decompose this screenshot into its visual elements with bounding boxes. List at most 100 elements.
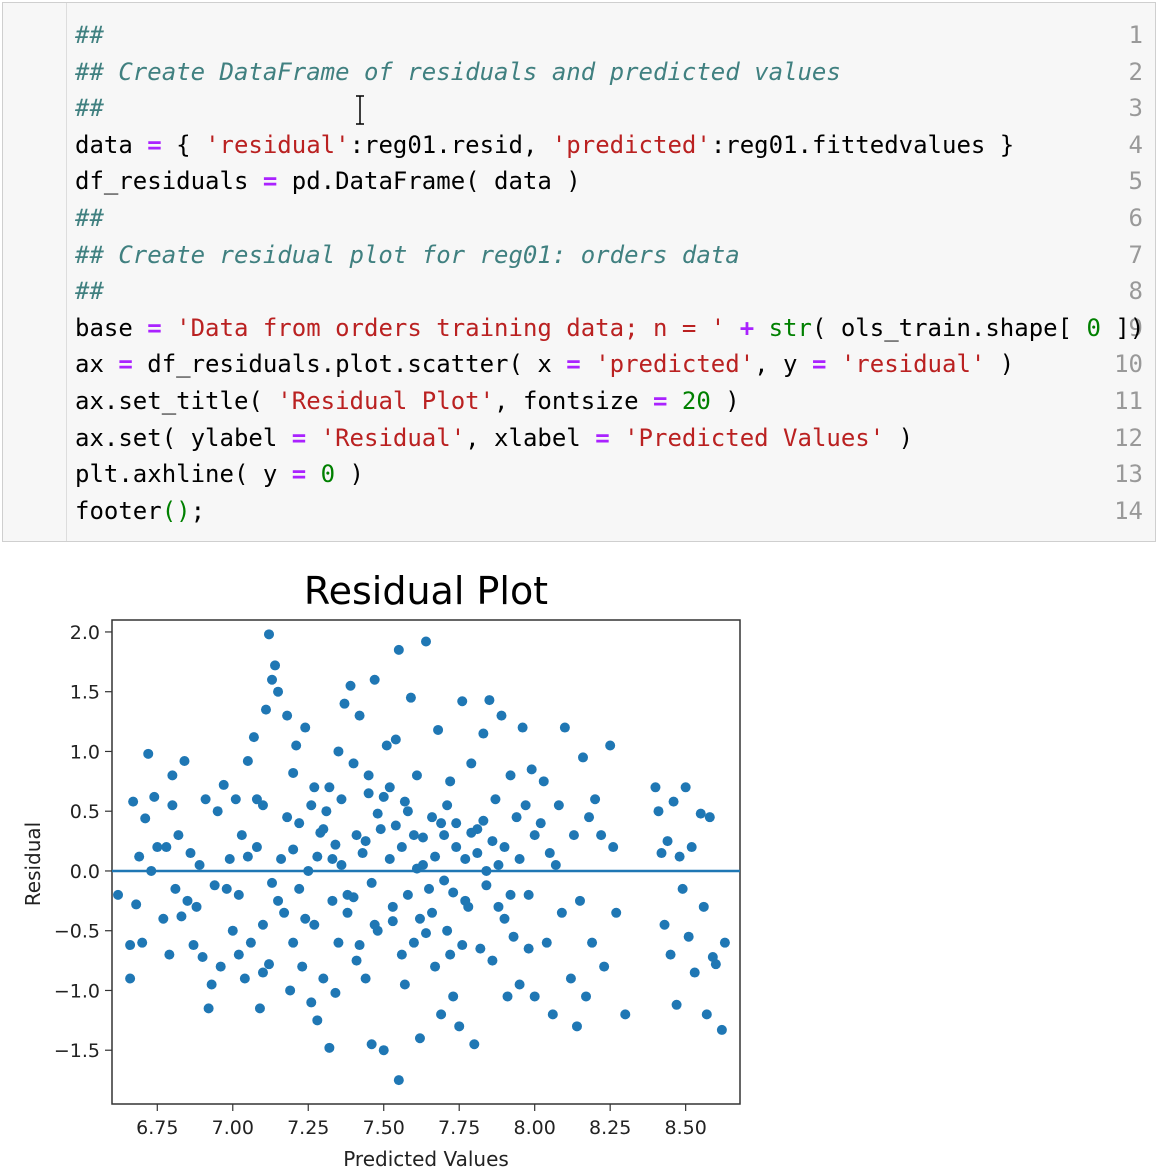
code-line[interactable]: 12 ax.set( ylabel = 'Residual', xlabel = … — [3, 420, 1155, 457]
line-number: 4 — [1128, 130, 1143, 159]
text-cursor-icon — [353, 95, 367, 125]
code-cell[interactable]: 1 ## 2 ## Create DataFrame of residuals and… — [2, 2, 1156, 542]
code-text: ## Create residual plot for reg01: order… — [75, 237, 740, 274]
scatter-point — [448, 887, 459, 898]
scatter-point — [333, 937, 344, 948]
scatter-point — [424, 883, 435, 894]
scatter-point — [233, 889, 244, 900]
code-text: base = 'Data from orders training data; … — [75, 310, 1144, 347]
line-number: 8 — [1128, 277, 1143, 306]
scatter-point — [653, 806, 664, 817]
scatter-point — [369, 674, 380, 685]
scatter-point — [445, 776, 456, 787]
scatter-point — [680, 782, 691, 793]
code-line[interactable]: 7 ## Create residual plot for reg01: orde… — [3, 237, 1155, 274]
y-axis-ticks: 2.0 1.5 1.0 0.5 0.0 −0.5 −1.0 −1.5 — [54, 622, 112, 1062]
code-token — [581, 350, 595, 378]
code-token: ) — [335, 460, 365, 489]
scatter-point — [668, 796, 679, 807]
scatter-point — [478, 728, 489, 739]
line-number: 9 — [1128, 313, 1143, 342]
code-token: str — [768, 313, 812, 342]
code-line[interactable]: 2 ## Create DataFrame of residuals and pr… — [3, 54, 1155, 91]
scatter-point — [581, 991, 592, 1002]
scatter-point — [662, 836, 673, 847]
code-token: 'residual' — [840, 350, 986, 379]
code-token: ) — [884, 423, 914, 452]
scatter-point — [538, 776, 549, 787]
scatter-point — [248, 732, 259, 743]
scatter-point — [656, 848, 667, 859]
code-line[interactable]: 6 ## — [3, 200, 1155, 237]
x-tick-label: 8.50 — [664, 1117, 706, 1139]
code-token — [826, 350, 840, 378]
scatter-point — [442, 925, 453, 936]
code-text: ax.set( ylabel = 'Residual', xlabel = 'P… — [75, 420, 913, 457]
scatter-point — [113, 889, 124, 900]
scatter-point — [421, 636, 431, 647]
line-number-gutter — [3, 3, 67, 541]
scatter-point — [414, 913, 425, 924]
scatter-point — [264, 959, 274, 970]
code-text: data = { 'residual':reg01.resid, 'predic… — [75, 127, 1014, 164]
code-line[interactable]: 8 ## — [3, 273, 1155, 310]
scatter-point — [218, 779, 229, 790]
scatter-point — [571, 1021, 582, 1032]
line-number: 5 — [1128, 167, 1143, 196]
code-line[interactable]: 4 data = { 'residual':reg01.resid, 'predi… — [3, 127, 1155, 164]
code-token — [725, 314, 739, 342]
code-line[interactable]: 3 ## — [3, 90, 1155, 127]
scatter-point — [547, 1009, 558, 1020]
x-tick-label: 7.00 — [212, 1117, 254, 1139]
code-line[interactable]: 9 base = 'Data from orders training data;… — [3, 310, 1155, 347]
scatter-point — [451, 818, 462, 829]
code-line[interactable]: 1 ## — [3, 17, 1155, 54]
scatter-point — [408, 937, 419, 948]
scatter-point — [330, 987, 341, 998]
code-text: ## Create DataFrame of residuals and pre… — [75, 54, 841, 91]
code-token — [306, 424, 320, 452]
code-line[interactable]: 14 footer(); — [3, 493, 1155, 530]
scatter-point — [351, 955, 362, 966]
scatter-point — [336, 794, 347, 805]
scatter-point — [439, 830, 450, 841]
scatter-point — [535, 818, 546, 829]
scatter-point — [267, 674, 278, 685]
scatter-point — [686, 842, 697, 853]
line-number: 10 — [1114, 350, 1143, 379]
scatter-point — [608, 842, 619, 853]
code-token: 20 — [681, 387, 711, 415]
scatter-point — [439, 875, 450, 886]
scatter-point — [442, 800, 453, 811]
scatter-point — [511, 812, 522, 823]
code-line[interactable]: 10 ax = df_residuals.plot.scatter( x = 'p… — [3, 346, 1155, 383]
code-token: ) — [985, 350, 1015, 379]
scatter-point — [318, 973, 329, 984]
scatter-point — [360, 973, 371, 984]
scatter-point — [251, 842, 262, 853]
scatter-point — [710, 959, 721, 970]
code-token: ## Create DataFrame of residuals and pre… — [75, 57, 841, 86]
scatter-point — [330, 839, 341, 850]
scatter-point — [375, 824, 386, 835]
scatter-point — [342, 907, 353, 918]
scatter-point — [191, 901, 202, 912]
y-axis-label: Residual — [21, 822, 45, 906]
code-line[interactable]: 5 df_residuals = pd.DataFrame( data ) — [3, 163, 1155, 200]
code-token: ax.set( ylabel — [75, 423, 292, 452]
scatter-point — [421, 928, 431, 939]
code-token: ; — [190, 496, 206, 525]
x-tick-label: 6.75 — [136, 1117, 178, 1139]
code-token: ax.set_title( — [75, 387, 278, 415]
x-tick-label: 8.00 — [514, 1117, 556, 1139]
scatter-point — [354, 710, 365, 721]
scatter-point — [164, 949, 175, 960]
code-line[interactable]: 11 ax.set_title( 'Residual Plot', fontsiz… — [3, 383, 1155, 420]
code-token: ## — [75, 204, 104, 232]
scatter-point — [396, 842, 407, 853]
scatter-point — [288, 767, 299, 778]
scatter-point — [701, 1009, 712, 1020]
scatter-point — [393, 1075, 404, 1086]
line-number: 12 — [1114, 423, 1143, 452]
code-line[interactable]: 13 plt.axhline( y = 0 ) — [3, 456, 1155, 493]
